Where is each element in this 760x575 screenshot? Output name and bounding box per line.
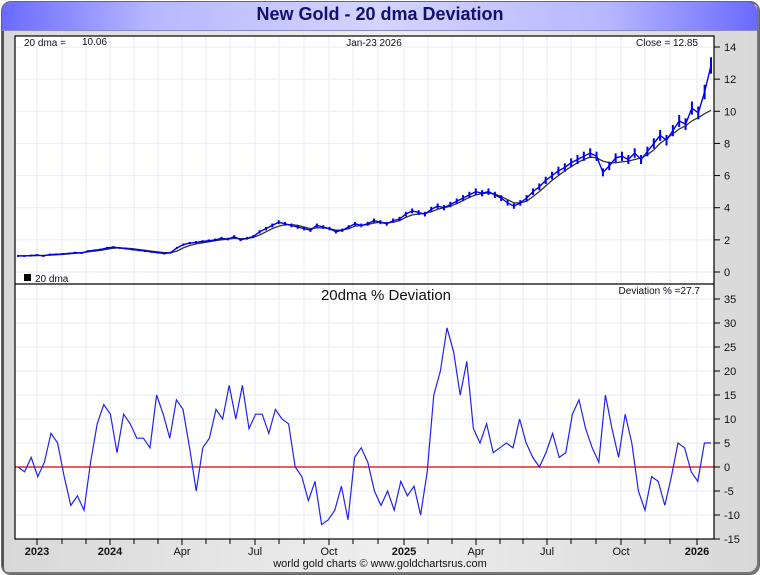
price-line: [18, 65, 712, 257]
x-tick-label: Oct: [612, 546, 629, 558]
deviation-title: 20dma % Deviation: [321, 287, 451, 304]
deviation-value: Deviation % =27.7: [619, 286, 701, 297]
y-tick-label: 4: [724, 203, 730, 215]
y-tick-label: -15: [724, 534, 740, 546]
y-tick-label: -10: [724, 510, 740, 522]
y-tick-label: 20: [724, 366, 736, 378]
chart-date: Jan-23 2026: [346, 38, 402, 49]
chart-title: New Gold - 20 dma Deviation: [256, 4, 504, 24]
price-panel: [17, 57, 712, 257]
plot-border: [14, 35, 715, 540]
y-tick-label: 12: [724, 74, 736, 86]
deviation-line: [17, 327, 711, 526]
y-tick-label: 35: [724, 294, 736, 306]
title-bar: [2, 2, 757, 31]
close-value: Close = 12.85: [636, 38, 698, 49]
x-tick-label: Oct: [320, 546, 337, 558]
x-tick-label: 2023: [25, 546, 49, 558]
y-tick-label: 8: [724, 138, 730, 150]
x-tick-label: 2024: [98, 546, 123, 558]
footer-credit: world gold charts © www.goldchartsrus.co…: [273, 558, 487, 570]
x-tick-label: 2025: [392, 546, 416, 558]
price-y-axis: 0 2 4 6 8 10 12 14: [714, 42, 736, 279]
dma-label: 20 dma =: [24, 38, 66, 49]
legend-swatch-20dma: [24, 274, 31, 281]
deviation-y-axis: -15 -10 -5 0 5 10 15 20 25 30 35: [714, 294, 740, 546]
y-tick-label: 25: [724, 342, 736, 354]
legend-label-20dma: 20 dma: [35, 274, 69, 285]
y-tick-label: 0: [724, 462, 730, 474]
y-tick-label: 0: [724, 267, 730, 279]
y-tick-label: 6: [724, 171, 730, 183]
x-tick-label: Apr: [173, 546, 190, 558]
y-tick-label: 10: [724, 106, 736, 118]
y-tick-label: 5: [724, 438, 730, 450]
x-axis: 2023 2024 Apr Jul Oct 2025 Apr Jul Oct 2026: [25, 539, 709, 558]
dma-value: 10.06: [82, 37, 107, 48]
deviation-panel: [15, 327, 714, 526]
y-tick-label: 14: [724, 42, 736, 54]
x-tick-label: 2026: [685, 546, 709, 558]
y-tick-label: 30: [724, 318, 736, 330]
y-tick-label: -5: [724, 486, 734, 498]
x-tick-label: Jul: [540, 546, 554, 558]
x-tick-label: Jul: [248, 546, 262, 558]
y-tick-label: 10: [724, 414, 736, 426]
grid: [15, 36, 714, 540]
x-tick-label: Apr: [467, 546, 484, 558]
y-tick-label: 2: [724, 235, 730, 247]
y-tick-label: 15: [724, 390, 736, 402]
